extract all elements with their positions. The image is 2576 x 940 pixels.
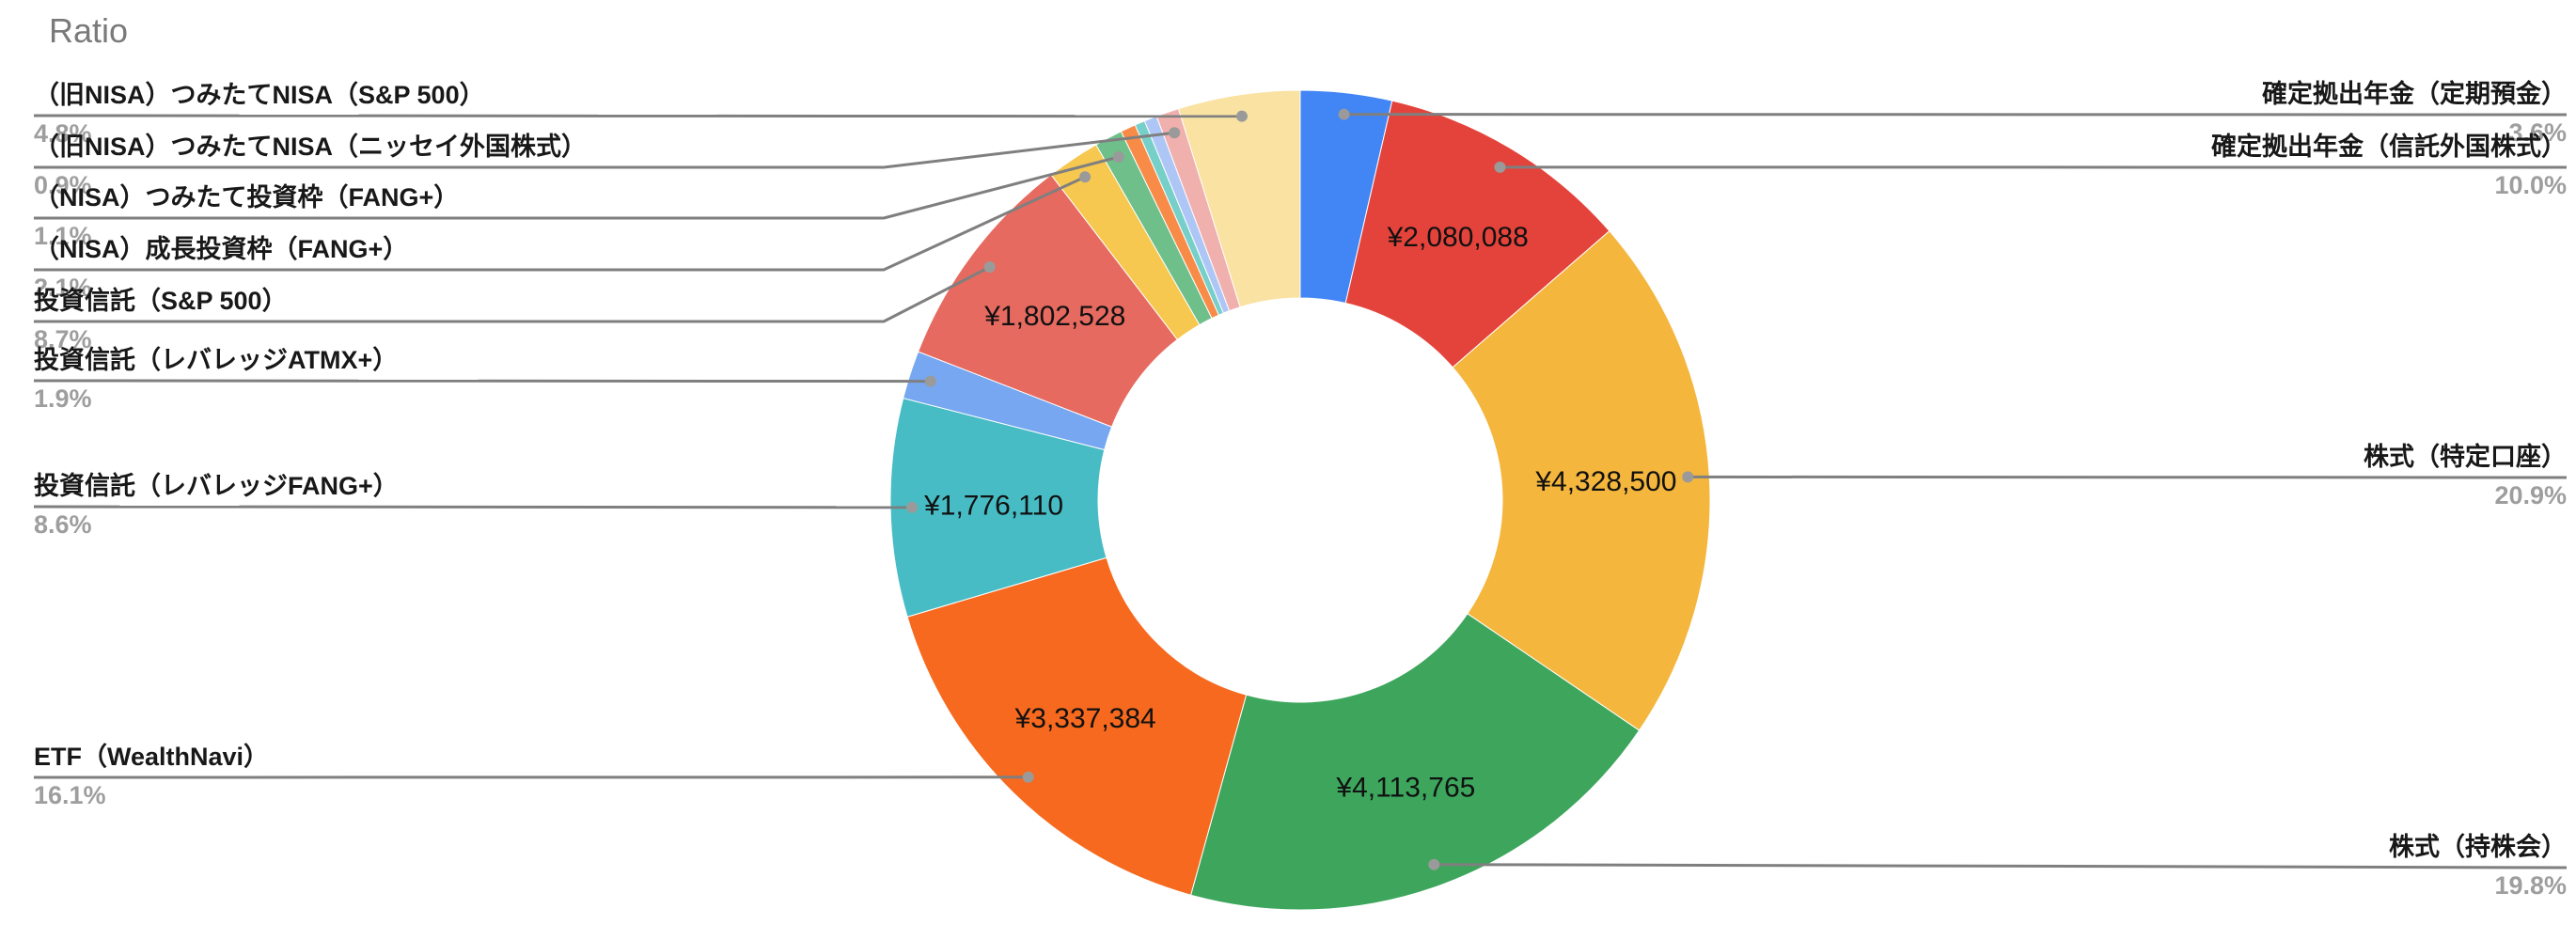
slice-label: 投資信託（レバレッジATMX+） bbox=[34, 346, 399, 374]
chart-title: Ratio bbox=[49, 11, 129, 50]
callout-fund-sp500: 投資信託（S&P 500） 8.7% bbox=[34, 286, 288, 352]
callout-old-nisa-tsumitate-nissay: （旧NISA）つみたてNISA（ニッセイ外国株式） 0.9% bbox=[34, 132, 587, 198]
donut-slice-14[interactable] bbox=[1177, 89, 1301, 308]
leader-line-14 bbox=[33, 114, 1242, 118]
callout-stock-specific-account: 株式（特定口座） 20.9% bbox=[2364, 442, 2567, 509]
leader-dot-14 bbox=[1235, 110, 1248, 122]
slice-label: （旧NISA）つみたてNISA（ニッセイ外国株式） bbox=[34, 133, 588, 161]
callout-stock-esop: 株式（持株会） 19.8% bbox=[2389, 832, 2567, 899]
callout-fund-leveraged-fang: 投資信託（レバレッジFANG+） 8.6% bbox=[34, 471, 399, 538]
slice-percent: 16.1% bbox=[34, 781, 106, 809]
slice-percent: 0.9% bbox=[34, 171, 92, 199]
slice-percent: 2.1% bbox=[34, 274, 92, 302]
leader-dot-4 bbox=[1022, 771, 1034, 783]
donut-slice-2[interactable] bbox=[1452, 230, 1711, 731]
leader-dot-2 bbox=[1682, 471, 1694, 483]
slice-percent: 8.7% bbox=[34, 325, 92, 353]
leader-dot-13 bbox=[1169, 127, 1181, 139]
leader-line-7 bbox=[34, 265, 991, 323]
slice-value-label-5: ¥1,776,110 bbox=[923, 491, 1063, 522]
donut-slice-3[interactable] bbox=[1190, 613, 1641, 911]
slice-percent: 1.1% bbox=[34, 222, 92, 250]
callout-etf-wealthnavi: ETF（WealthNavi） 16.1% bbox=[34, 742, 269, 808]
slice-percent: 3.6% bbox=[2508, 118, 2567, 147]
leader-line-13 bbox=[34, 131, 1175, 169]
slice-label: 確定拠出年金（信託外国株式） bbox=[2211, 133, 2567, 161]
slice-percent: 1.9% bbox=[34, 384, 92, 413]
callout-dc-pension-deposit: 確定拠出年金（定期預金） 3.6% bbox=[2262, 79, 2567, 146]
donut-slice-4[interactable] bbox=[906, 556, 1248, 896]
slice-label: 株式（持株会） bbox=[2389, 833, 2567, 861]
slice-value-label-1: ¥2,080,088 bbox=[1387, 222, 1529, 253]
leader-line-9 bbox=[34, 155, 1120, 220]
leader-dot-9 bbox=[1112, 151, 1124, 164]
leader-line-3 bbox=[1434, 863, 2568, 870]
leader-dot-6 bbox=[924, 375, 936, 387]
leader-line-5 bbox=[33, 505, 913, 509]
leader-line-2 bbox=[1688, 475, 2568, 479]
callout-fund-leveraged-atmx: 投資信託（レバレッジATMX+） 1.9% bbox=[34, 345, 398, 412]
leader-dot-3 bbox=[1428, 858, 1440, 870]
slice-label: 確定拠出年金（定期預金） bbox=[2262, 80, 2567, 108]
callout-nisa-tsumitate-fang: （NISA）つみたて投資枠（FANG+） 1.1% bbox=[34, 182, 459, 249]
callout-dc-pension-foreign-trust: 確定拠出年金（信託外国株式） 10.0% bbox=[2211, 132, 2567, 198]
slice-percent: 19.8% bbox=[2494, 871, 2567, 900]
slice-percent: 8.6% bbox=[34, 510, 92, 539]
slice-value-label-3: ¥4,113,765 bbox=[1335, 773, 1475, 804]
slice-label: （NISA）つみたて投資枠（FANG+） bbox=[34, 183, 460, 212]
slice-percent: 10.0% bbox=[2494, 171, 2567, 199]
leader-dot-5 bbox=[906, 501, 919, 513]
slice-value-label-2: ¥4,328,500 bbox=[1534, 466, 1676, 497]
leader-dot-0 bbox=[1338, 108, 1350, 120]
slice-label: 株式（特定口座） bbox=[2364, 443, 2567, 471]
slice-label: 投資信託（S&P 500） bbox=[34, 287, 288, 315]
leader-line-6 bbox=[33, 379, 931, 384]
slice-label: （旧NISA）つみたてNISA（S&P 500） bbox=[34, 81, 485, 109]
leader-dot-8 bbox=[1079, 171, 1092, 183]
slice-value-label-4: ¥3,337,384 bbox=[1014, 703, 1156, 734]
slice-label: ETF（WealthNavi） bbox=[34, 743, 270, 771]
leader-dot-7 bbox=[983, 261, 996, 274]
slice-percent: 20.9% bbox=[2494, 481, 2567, 509]
callout-old-nisa-tsumitate-sp500: （旧NISA）つみたてNISA（S&P 500） 4.8% bbox=[34, 80, 485, 147]
slice-label: 投資信託（レバレッジFANG+） bbox=[34, 472, 399, 500]
slice-percent: 4.8% bbox=[34, 119, 92, 148]
callout-nisa-growth-fang: （NISA）成長投資枠（FANG+） 2.1% bbox=[34, 234, 408, 301]
slice-label: （NISA）成長投資枠（FANG+） bbox=[34, 235, 409, 263]
leader-dot-1 bbox=[1494, 161, 1506, 173]
leader-line-8 bbox=[34, 175, 1086, 272]
slice-value-label-7: ¥1,802,528 bbox=[983, 301, 1125, 332]
